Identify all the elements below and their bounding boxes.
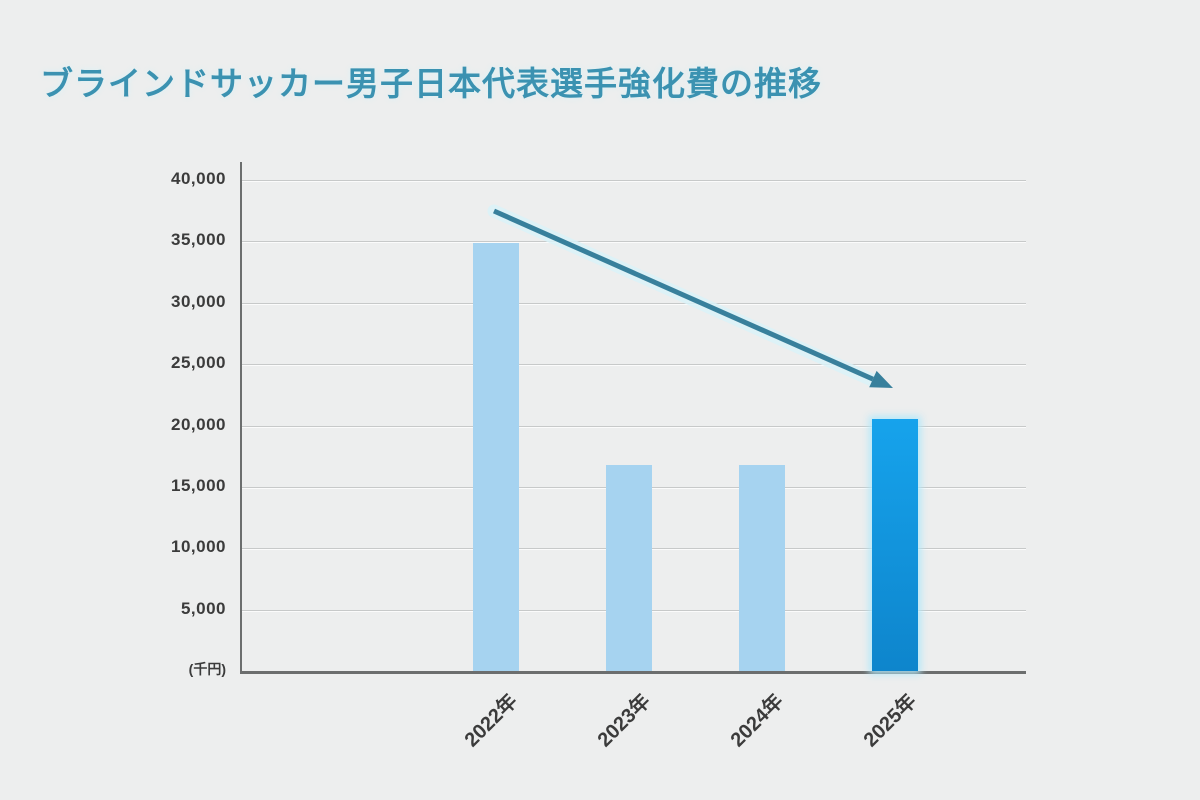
gridline — [242, 425, 1026, 427]
chart-title: ブラインドサッカー男子日本代表選手強化費の推移 — [40, 65, 822, 102]
x-tick-label: 2023年 — [593, 690, 655, 752]
bar-2024年 — [739, 465, 786, 671]
bar-2022年 — [472, 242, 519, 671]
y-tick-label: 20,000 — [171, 414, 226, 434]
plot-area — [240, 162, 1026, 674]
bar-2023年 — [605, 465, 652, 671]
y-tick-label: 35,000 — [171, 230, 226, 250]
gridline — [242, 180, 1026, 181]
y-tick-label: 30,000 — [171, 291, 226, 311]
gridline — [242, 241, 1026, 243]
y-tick-label: 25,000 — [171, 353, 226, 373]
gridline — [242, 364, 1026, 366]
y-axis-unit-label: (千円) — [188, 661, 226, 677]
gridline — [242, 302, 1026, 304]
y-tick-label: 5,000 — [180, 598, 226, 618]
y-tick-label: 40,000 — [171, 169, 226, 188]
bar-2025年 — [872, 419, 919, 671]
x-tick-label: 2025年 — [859, 690, 921, 752]
x-tick-label: 2024年 — [726, 690, 789, 752]
x-tick-label: 2022年 — [460, 690, 522, 752]
y-tick-label: 10,000 — [171, 537, 226, 557]
y-tick-label: 15,000 — [171, 475, 226, 495]
